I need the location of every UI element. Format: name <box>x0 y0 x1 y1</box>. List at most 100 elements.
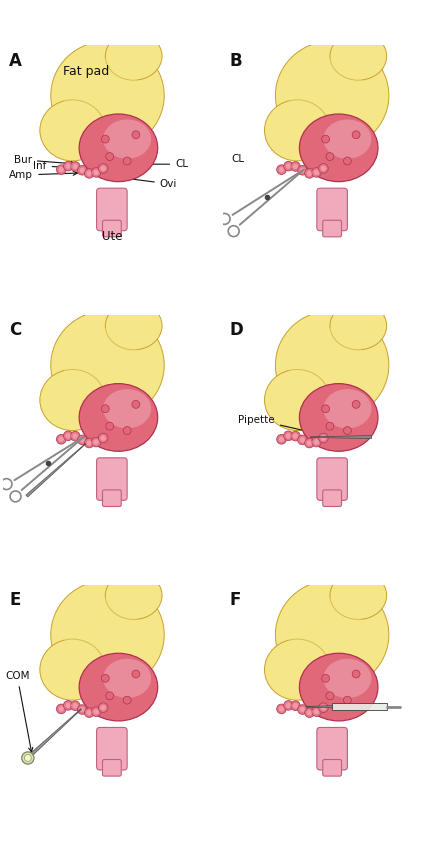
Circle shape <box>87 170 92 176</box>
Circle shape <box>277 434 286 444</box>
Text: Ute: Ute <box>102 230 122 243</box>
Circle shape <box>71 701 80 711</box>
Circle shape <box>66 433 71 438</box>
Circle shape <box>101 674 109 683</box>
Circle shape <box>106 422 114 430</box>
Circle shape <box>94 709 99 714</box>
Ellipse shape <box>265 370 330 431</box>
Circle shape <box>123 696 131 704</box>
Text: A: A <box>9 52 22 70</box>
Ellipse shape <box>40 100 105 161</box>
Ellipse shape <box>105 302 162 350</box>
Circle shape <box>314 170 319 175</box>
Circle shape <box>63 161 73 171</box>
Circle shape <box>352 400 360 408</box>
Ellipse shape <box>63 598 139 663</box>
Circle shape <box>71 162 80 171</box>
Circle shape <box>277 704 286 714</box>
Circle shape <box>300 707 305 712</box>
FancyBboxPatch shape <box>103 760 121 776</box>
FancyBboxPatch shape <box>323 220 341 237</box>
Polygon shape <box>310 436 371 438</box>
Circle shape <box>84 169 94 178</box>
Circle shape <box>307 710 312 715</box>
Circle shape <box>284 161 293 171</box>
Circle shape <box>56 704 66 714</box>
Circle shape <box>312 168 321 177</box>
Ellipse shape <box>287 59 364 124</box>
Circle shape <box>59 167 64 172</box>
Circle shape <box>98 164 108 173</box>
Circle shape <box>344 427 351 434</box>
Circle shape <box>291 162 300 171</box>
Circle shape <box>279 706 284 711</box>
Circle shape <box>319 433 328 443</box>
Ellipse shape <box>51 580 164 689</box>
Circle shape <box>84 708 94 717</box>
Circle shape <box>91 707 101 717</box>
Circle shape <box>314 439 319 444</box>
FancyBboxPatch shape <box>103 220 121 237</box>
Text: Inf: Inf <box>33 161 79 170</box>
Circle shape <box>352 670 360 678</box>
Circle shape <box>305 708 314 717</box>
Circle shape <box>284 431 293 441</box>
Circle shape <box>100 166 106 171</box>
Polygon shape <box>306 706 332 708</box>
Circle shape <box>100 705 106 711</box>
Circle shape <box>123 427 131 434</box>
Ellipse shape <box>63 328 139 393</box>
Circle shape <box>73 703 78 708</box>
Ellipse shape <box>265 639 330 700</box>
Circle shape <box>321 705 326 711</box>
Ellipse shape <box>103 659 151 698</box>
Circle shape <box>279 167 284 172</box>
Circle shape <box>79 438 85 443</box>
Circle shape <box>77 435 87 444</box>
Ellipse shape <box>330 32 387 81</box>
Text: Pipette: Pipette <box>238 415 328 438</box>
Circle shape <box>344 696 351 704</box>
Circle shape <box>91 168 101 177</box>
Circle shape <box>66 164 71 169</box>
Circle shape <box>277 165 286 175</box>
FancyBboxPatch shape <box>97 728 127 770</box>
Ellipse shape <box>287 328 364 393</box>
Circle shape <box>73 164 78 169</box>
Polygon shape <box>30 709 82 756</box>
Ellipse shape <box>323 120 371 159</box>
Circle shape <box>344 157 351 165</box>
Text: Amp: Amp <box>9 170 77 180</box>
Circle shape <box>305 169 314 178</box>
Circle shape <box>297 435 307 444</box>
FancyBboxPatch shape <box>317 458 347 500</box>
Circle shape <box>101 404 109 413</box>
Circle shape <box>314 709 319 714</box>
FancyBboxPatch shape <box>103 490 121 506</box>
Circle shape <box>321 404 329 413</box>
Circle shape <box>77 165 87 175</box>
FancyBboxPatch shape <box>317 728 347 770</box>
Circle shape <box>106 692 114 700</box>
Ellipse shape <box>79 653 158 721</box>
Ellipse shape <box>299 383 378 451</box>
Circle shape <box>319 164 328 173</box>
Text: CL: CL <box>232 153 245 164</box>
Circle shape <box>279 437 284 442</box>
FancyBboxPatch shape <box>317 188 347 231</box>
Circle shape <box>101 135 109 143</box>
Circle shape <box>305 438 314 448</box>
Ellipse shape <box>275 580 389 689</box>
Circle shape <box>73 433 78 438</box>
Circle shape <box>326 692 334 700</box>
Ellipse shape <box>275 310 389 420</box>
Polygon shape <box>26 444 86 497</box>
Text: B: B <box>230 52 242 70</box>
Circle shape <box>56 434 66 444</box>
Text: C: C <box>9 321 22 339</box>
Ellipse shape <box>79 383 158 451</box>
Ellipse shape <box>323 659 371 698</box>
Ellipse shape <box>330 572 387 619</box>
Circle shape <box>286 164 291 169</box>
Ellipse shape <box>63 59 139 124</box>
